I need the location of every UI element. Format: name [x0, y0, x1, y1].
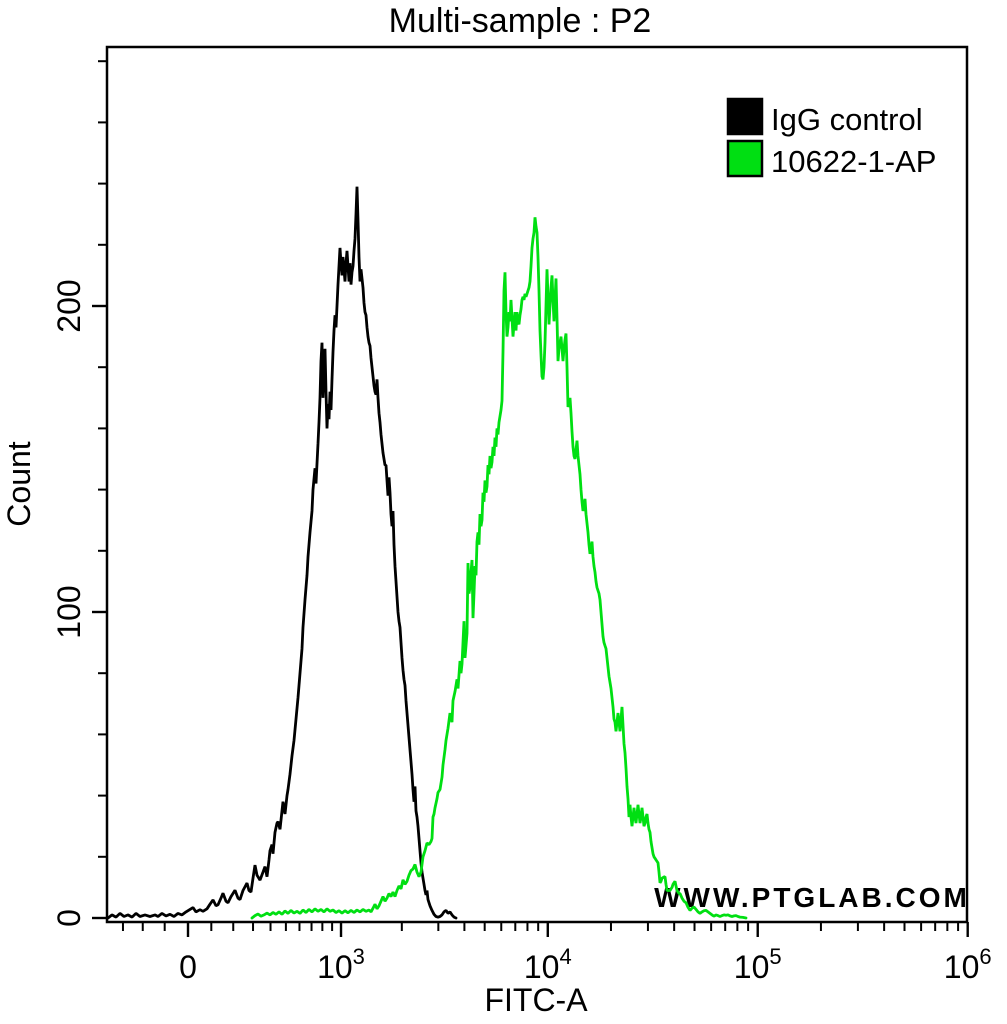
legend-label-igg-control: IgG control — [771, 102, 923, 137]
x-tick-label: 0 — [179, 949, 197, 985]
curve-10622-1-ap — [250, 217, 748, 920]
legend: IgG control 10622-1-AP — [726, 97, 936, 179]
x-tick-label: 103 — [317, 944, 365, 985]
y-tick-label: 200 — [51, 279, 87, 332]
y-axis-label: Count — [1, 441, 37, 527]
legend-swatch-10622-1-ap — [726, 139, 764, 178]
x-tick-label: 106 — [944, 944, 992, 985]
y-tick-label: 100 — [51, 585, 87, 638]
axis-tick-labels: 0 103 104 105 106 0 100 200 — [51, 279, 992, 985]
x-tick-label: 105 — [734, 944, 782, 985]
x-axis-label: FITC-A — [484, 982, 588, 1018]
legend-label-10622-1-ap: 10622-1-AP — [771, 144, 936, 179]
plot-border — [105, 45, 969, 924]
y-tick-label: 0 — [51, 909, 87, 927]
x-tick-label: 104 — [524, 944, 572, 985]
curve-igg-control — [106, 186, 458, 920]
legend-swatch-igg-control — [726, 97, 764, 136]
axis-major-ticks — [92, 304, 969, 937]
axis-minor-ticks — [98, 60, 960, 931]
histogram-curves — [106, 186, 748, 920]
watermark-text: WWW.PTGLAB.COM — [654, 882, 970, 913]
chart-title: Multi-sample : P2 — [389, 2, 652, 40]
